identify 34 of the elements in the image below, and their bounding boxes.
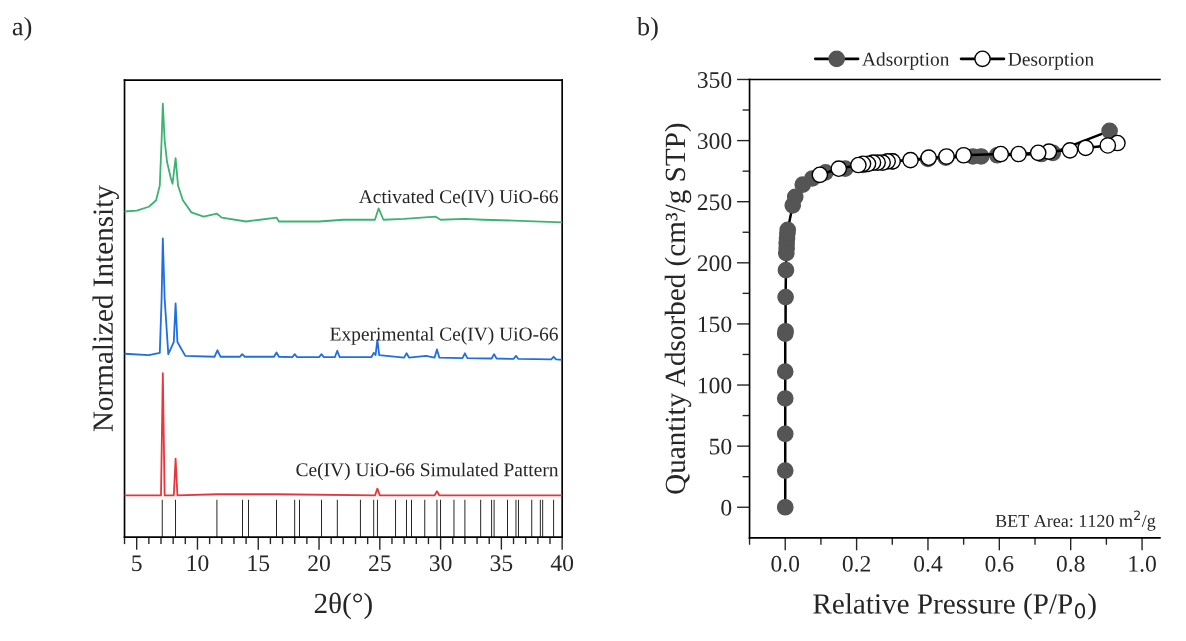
y-tick-label: 200: [697, 255, 732, 272]
x-tick-label: 0.2: [842, 555, 871, 572]
x-axis-title: 2θ(°): [314, 592, 372, 620]
x-tick-label: 20: [308, 555, 330, 572]
series-label: Activated Ce(IV) UiO-66: [358, 189, 558, 208]
x-axis-title: Relative Pressure (P/P$_{0}$): [813, 593, 1096, 620]
y-tick-label: 250: [697, 194, 732, 211]
chart-title: b): [636, 16, 658, 41]
x-tick-label: 15: [248, 555, 270, 572]
legend-label: Desorption: [1008, 52, 1094, 70]
y-tick-label: 300: [697, 133, 732, 150]
x-tick-label: 0.4: [914, 555, 943, 572]
series-label: Experimental Ce(IV) UiO-66: [330, 327, 558, 345]
x-tick-label: 0.8: [1056, 555, 1085, 572]
x-tick-label: 0.6: [985, 555, 1014, 572]
y-tick-label: 50: [709, 438, 732, 455]
x-tick-label: 0.0: [771, 555, 800, 572]
y-tick-label: 350: [697, 71, 732, 88]
x-tick-label: 40: [550, 555, 574, 572]
y-axis-title: Quantity Adsorbed (cm³/g STP): [664, 123, 692, 494]
y-axis-title: Normalized Intensity: [92, 185, 119, 432]
y-tick-label: 0: [721, 499, 732, 516]
series-label: Ce(IV) UiO-66 Simulated Pattern: [296, 462, 559, 481]
y-tick-label: 100: [698, 377, 732, 394]
annotation: BET Area: 1120 m$^{2}$/g: [995, 510, 1156, 531]
x-tick-label: 5: [132, 555, 142, 572]
x-tick-label: 25: [369, 555, 391, 572]
x-tick-label: 10: [187, 555, 209, 572]
x-tick-label: 35: [490, 555, 513, 572]
legend-label: Adsorption: [862, 52, 950, 70]
chart-title: a): [12, 16, 32, 41]
x-tick-label: 30: [429, 555, 452, 572]
y-tick-label: 150: [698, 316, 732, 333]
x-tick-label: 1.0: [1129, 555, 1156, 572]
